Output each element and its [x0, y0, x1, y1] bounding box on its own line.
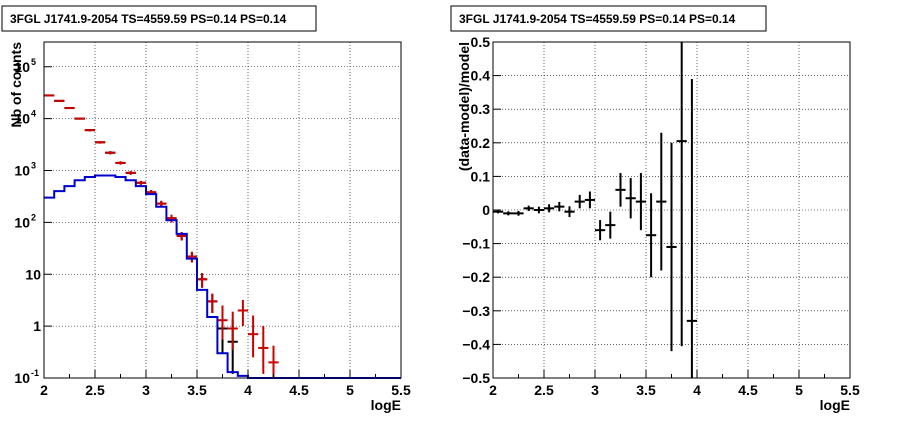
x-axis-label: logE	[371, 397, 401, 413]
model-step-line	[44, 174, 401, 379]
x-tick-label: 4	[244, 382, 252, 398]
series-layer	[44, 94, 401, 379]
title-box	[1, 5, 317, 32]
counts-chart-panel: 3FGL J1741.9-2054 TS=4559.59 PS=0.14 PS=…	[1, 5, 411, 413]
y-tick-label: 10	[25, 266, 41, 282]
x-axis-label: logE	[820, 397, 850, 413]
series-layer	[493, 42, 697, 378]
y-tick-exponent: -1	[31, 368, 39, 378]
x-tick-label: 3.5	[187, 382, 207, 398]
y-axis-label: (data-model)/model	[456, 42, 472, 171]
y-tick-label: −0.4	[462, 336, 490, 352]
y-tick-label: 0.4	[471, 68, 491, 84]
grid-lines	[44, 42, 401, 378]
x-tick-label: 2.5	[534, 382, 554, 398]
residuals-chart-panel: 3FGL J1741.9-2054 TS=4559.59 PS=0.14 PS=…	[450, 5, 860, 413]
y-axis-label: Nb of counts	[8, 42, 24, 128]
y-tick-exponent: 4	[31, 109, 36, 119]
x-tick-label: 5	[346, 382, 354, 398]
y-tick-exponent: 3	[31, 161, 36, 171]
x-tick-label: 4.5	[289, 382, 309, 398]
x-tick-label: 4	[693, 382, 701, 398]
y-tick-label: 10	[14, 59, 30, 75]
y-tick-label: −0.5	[462, 370, 490, 386]
y-tick-label: 1	[33, 318, 41, 334]
chart-title: 3FGL J1741.9-2054 TS=4559.59 PS=0.14 PS=…	[10, 12, 287, 26]
y-tick-exponent: 5	[31, 57, 36, 67]
y-tick-label: 0	[482, 202, 490, 218]
x-tick-label: 5	[795, 382, 803, 398]
chart-title: 3FGL J1741.9-2054 TS=4559.59 PS=0.14 PS=…	[459, 12, 736, 26]
y-tick-label: 10	[14, 163, 30, 179]
x-tick-label: 3	[142, 382, 150, 398]
title-box	[450, 5, 767, 32]
x-tick-label: 2	[40, 382, 48, 398]
x-tick-label: 2	[489, 382, 497, 398]
y-tick-label: 10	[14, 214, 30, 230]
y-tick-label: −0.3	[462, 303, 490, 319]
y-tick-label: 0.5	[471, 34, 491, 50]
x-tick-label: 3.5	[636, 382, 656, 398]
y-tick-exponent: 2	[31, 212, 36, 222]
y-tick-label: 0.1	[471, 168, 491, 184]
y-tick-label: −0.2	[462, 269, 490, 285]
y-tick-label: 0.2	[471, 135, 491, 151]
y-tick-label: 10	[14, 111, 30, 127]
x-tick-label: 5.5	[840, 382, 860, 398]
x-tick-label: 3	[591, 382, 599, 398]
x-tick-label: 5.5	[391, 382, 411, 398]
y-tick-label: 0.3	[471, 101, 491, 117]
y-tick-label: 10	[14, 370, 30, 386]
axis-ticks: 2 2.5 3 3.5 4 4.5 5 5.5 −0.5 −0.4 −0.3 −0.2 −0.1 0 0.1…	[462, 34, 860, 398]
y-tick-label: −0.1	[462, 236, 490, 252]
x-tick-label: 4.5	[738, 382, 758, 398]
x-tick-label: 2.5	[85, 382, 105, 398]
